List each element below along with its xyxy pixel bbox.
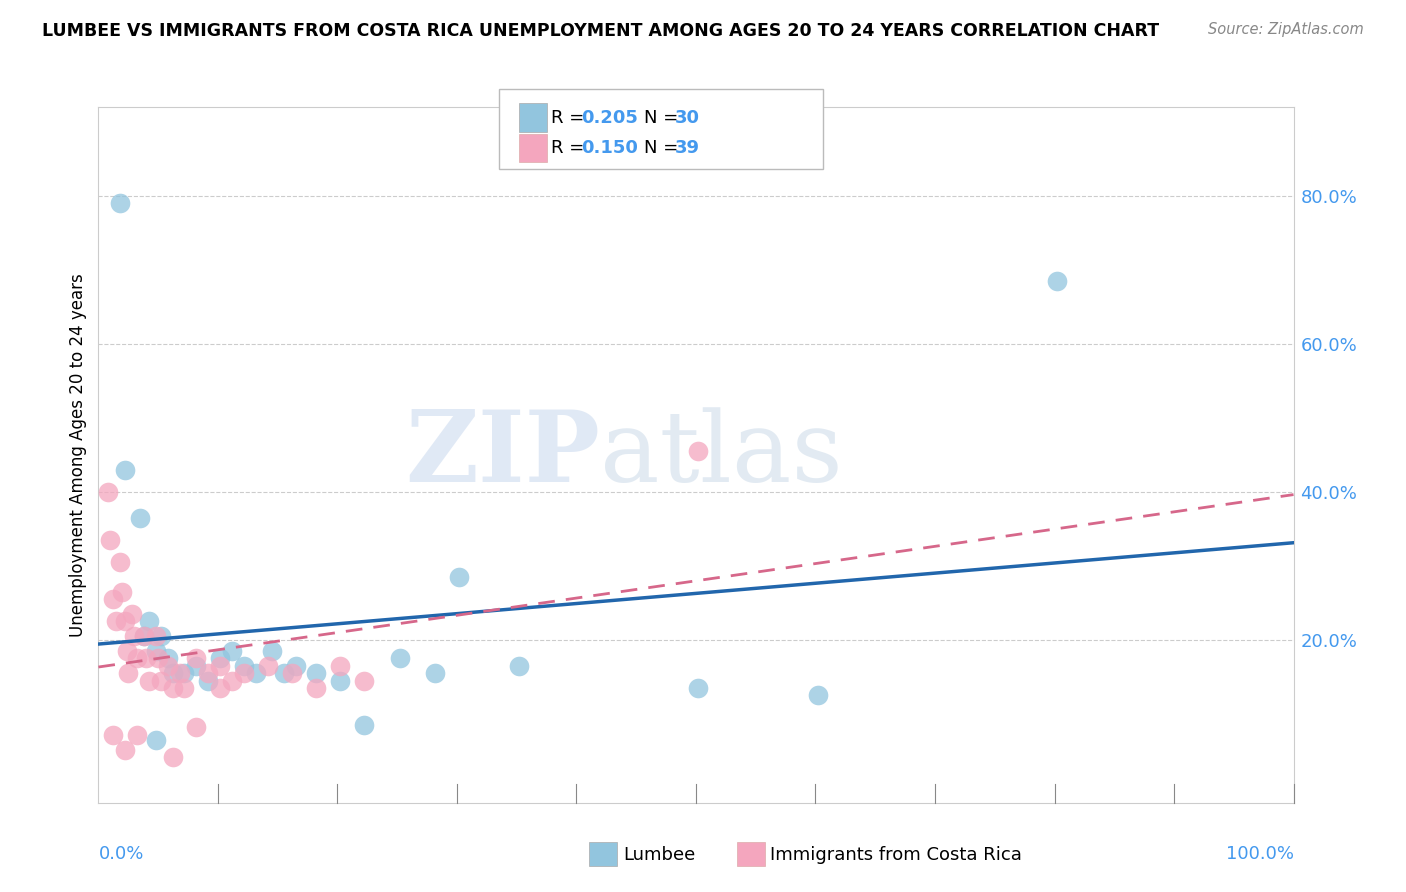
Text: N =: N = [644, 109, 683, 127]
Point [221, 644, 243, 658]
Point [101, 592, 124, 607]
Point [162, 681, 184, 695]
Text: R =: R = [551, 109, 591, 127]
Text: 30: 30 [675, 109, 700, 127]
Point [329, 658, 352, 673]
Point [273, 666, 295, 681]
Point [197, 673, 219, 688]
Point [145, 732, 167, 747]
Point [105, 615, 128, 629]
Point [148, 651, 170, 665]
Point [281, 666, 304, 681]
Text: atlas: atlas [600, 407, 844, 503]
Point [807, 689, 830, 703]
Point [121, 607, 143, 621]
Point [508, 658, 530, 673]
Text: Immigrants from Costa Rica: Immigrants from Costa Rica [770, 846, 1022, 863]
Point [135, 651, 157, 665]
Point [257, 658, 280, 673]
Point [173, 666, 195, 681]
Point [125, 728, 148, 742]
Text: 0.0%: 0.0% [98, 845, 143, 863]
Point [132, 629, 155, 643]
Point [114, 463, 136, 477]
Text: 0.205: 0.205 [581, 109, 637, 127]
Point [353, 718, 375, 732]
Point [449, 570, 471, 584]
Point [233, 658, 256, 673]
Point [209, 681, 232, 695]
Point [117, 666, 139, 681]
Text: LUMBEE VS IMMIGRANTS FROM COSTA RICA UNEMPLOYMENT AMONG AGES 20 TO 24 YEARS CORR: LUMBEE VS IMMIGRANTS FROM COSTA RICA UNE… [42, 22, 1160, 40]
Point [108, 196, 131, 211]
Point [115, 644, 138, 658]
Text: 100.0%: 100.0% [1226, 845, 1294, 863]
Point [111, 585, 134, 599]
Point [388, 651, 411, 665]
Point [108, 555, 131, 569]
Point [186, 651, 208, 665]
Point [145, 644, 167, 658]
Point [114, 742, 136, 756]
Point [209, 651, 232, 665]
Point [221, 673, 243, 688]
Point [145, 629, 167, 643]
Point [138, 615, 160, 629]
Y-axis label: Unemployment Among Ages 20 to 24 years: Unemployment Among Ages 20 to 24 years [69, 273, 87, 637]
Point [197, 666, 219, 681]
Point [245, 666, 267, 681]
Point [149, 629, 172, 643]
Text: Lumbee: Lumbee [623, 846, 695, 863]
Point [425, 666, 447, 681]
Point [209, 658, 232, 673]
Point [688, 681, 710, 695]
Point [98, 533, 122, 547]
Point [353, 673, 375, 688]
Point [101, 728, 124, 742]
Point [305, 681, 328, 695]
Point [129, 511, 152, 525]
Point [97, 484, 120, 499]
Point [186, 658, 208, 673]
Text: Source: ZipAtlas.com: Source: ZipAtlas.com [1208, 22, 1364, 37]
Text: N =: N = [644, 139, 683, 157]
Point [124, 629, 146, 643]
Point [1046, 274, 1069, 288]
Point [284, 658, 307, 673]
Point [162, 750, 184, 764]
Point [138, 673, 160, 688]
Point [305, 666, 328, 681]
Point [132, 629, 155, 643]
Point [125, 651, 148, 665]
Point [329, 673, 352, 688]
Point [114, 615, 136, 629]
Point [233, 666, 256, 681]
Point [173, 681, 195, 695]
Text: R =: R = [551, 139, 591, 157]
Point [260, 644, 283, 658]
Text: 0.150: 0.150 [581, 139, 637, 157]
Point [169, 666, 191, 681]
Point [688, 444, 710, 458]
Point [156, 658, 179, 673]
Point [162, 666, 184, 681]
Text: ZIP: ZIP [405, 407, 600, 503]
Text: 39: 39 [675, 139, 700, 157]
Point [156, 651, 179, 665]
Point [149, 673, 172, 688]
Point [186, 720, 208, 734]
